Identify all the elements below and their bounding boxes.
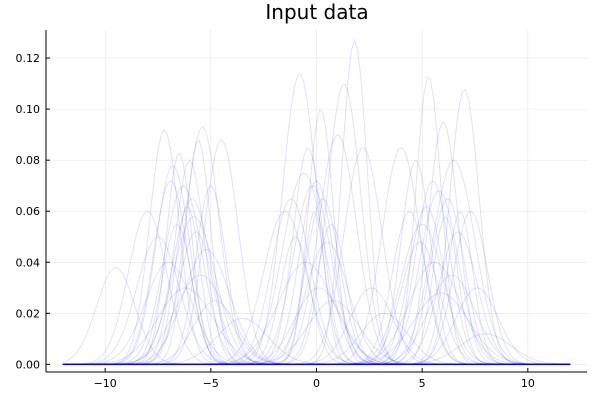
y-tick-label: 0.08 [16, 154, 41, 167]
x-tick-label: −10 [94, 377, 117, 390]
axes-layer [45, 30, 587, 373]
y-tick-label: 0.00 [16, 358, 41, 371]
x-tick-label: 10 [521, 377, 535, 390]
y-tick-label: 0.06 [16, 205, 41, 218]
y-tick-label: 0.02 [16, 307, 41, 320]
x-tick-label: 0 [313, 377, 320, 390]
y-tick-label: 0.10 [16, 103, 41, 116]
x-tick-label: −5 [203, 377, 219, 390]
x-tick-label: 5 [419, 377, 426, 390]
series-layer [62, 38, 571, 366]
y-tick-label: 0.12 [16, 52, 41, 65]
chart-title: Input data [265, 0, 368, 24]
y-tick-label: 0.04 [16, 256, 41, 269]
tick-layer: −10 −5 0 5 10 0.00 0.02 0.04 0.06 0.08 0.10 0.12 [16, 52, 535, 390]
